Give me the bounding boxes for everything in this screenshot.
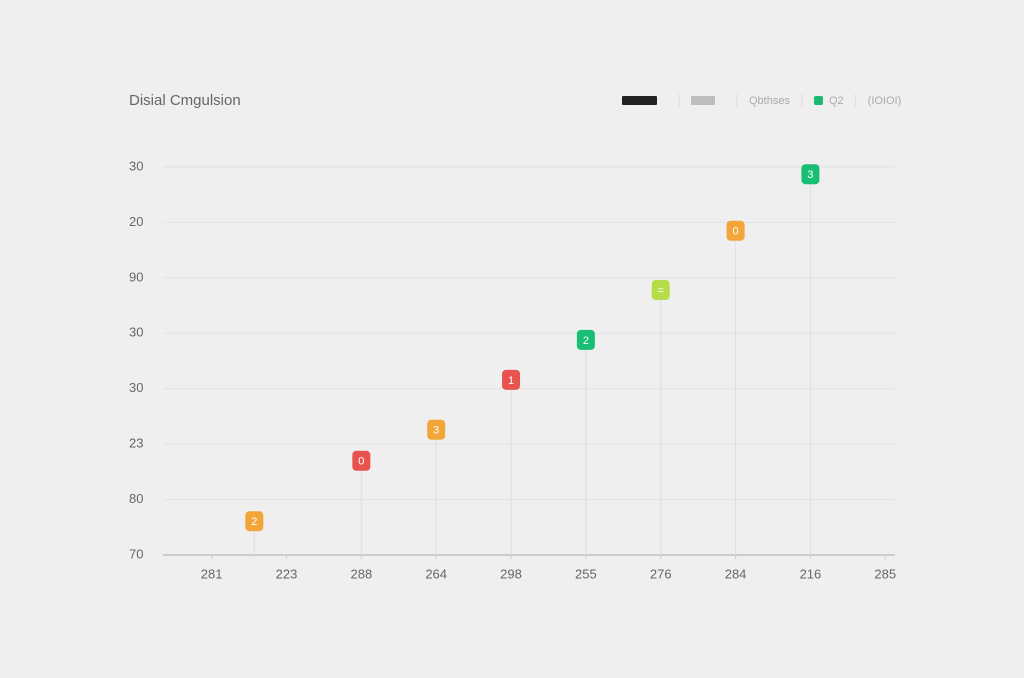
point-badge: 3 — [807, 169, 813, 181]
y-tick-label: 90 — [129, 269, 143, 284]
legend-swatch — [622, 96, 657, 105]
y-tick-label: 80 — [129, 491, 143, 506]
y-tick-label: 30 — [129, 380, 143, 395]
y-tick-label: 30 — [129, 325, 143, 340]
legend-label: Q2 — [829, 95, 844, 107]
point-marker — [726, 220, 745, 241]
x-tick-label: 276 — [650, 566, 672, 581]
point-badge: 2 — [583, 335, 589, 347]
point-marker — [502, 369, 521, 390]
x-tick-label: 288 — [350, 566, 372, 581]
x-tick-label: 223 — [276, 566, 298, 581]
y-tick-label: 20 — [129, 214, 143, 229]
point-badge: 0 — [733, 226, 739, 238]
point-badge: = — [658, 285, 664, 297]
chart-title: Disial Cmgulsion — [129, 92, 241, 109]
x-tick-label: 264 — [425, 566, 447, 581]
x-tick-label: 281 — [201, 566, 223, 581]
point-badge: 1 — [508, 375, 514, 387]
legend-label: (IOIOI) — [868, 95, 902, 107]
x-tick-label: 298 — [500, 566, 522, 581]
x-tick-label: 285 — [874, 566, 896, 581]
point-marker — [245, 511, 264, 532]
point-marker — [427, 419, 446, 440]
y-tick-label: 70 — [129, 546, 143, 561]
y-tick-label: 30 — [129, 158, 143, 173]
legend-swatch — [691, 96, 715, 105]
point-badge: 0 — [358, 456, 364, 468]
x-tick-label: 255 — [575, 566, 597, 581]
x-tick-label: 284 — [725, 566, 747, 581]
point-badge: 2 — [251, 516, 257, 528]
x-tick-label: 216 — [800, 566, 822, 581]
point-marker — [352, 450, 371, 471]
legend-label: Qbthses — [749, 95, 790, 107]
y-tick-label: 23 — [129, 436, 143, 451]
legend-swatch — [813, 96, 823, 105]
point-marker — [801, 164, 820, 185]
point-marker — [651, 280, 670, 301]
point-marker — [576, 329, 595, 350]
point-badge: 3 — [433, 425, 439, 437]
